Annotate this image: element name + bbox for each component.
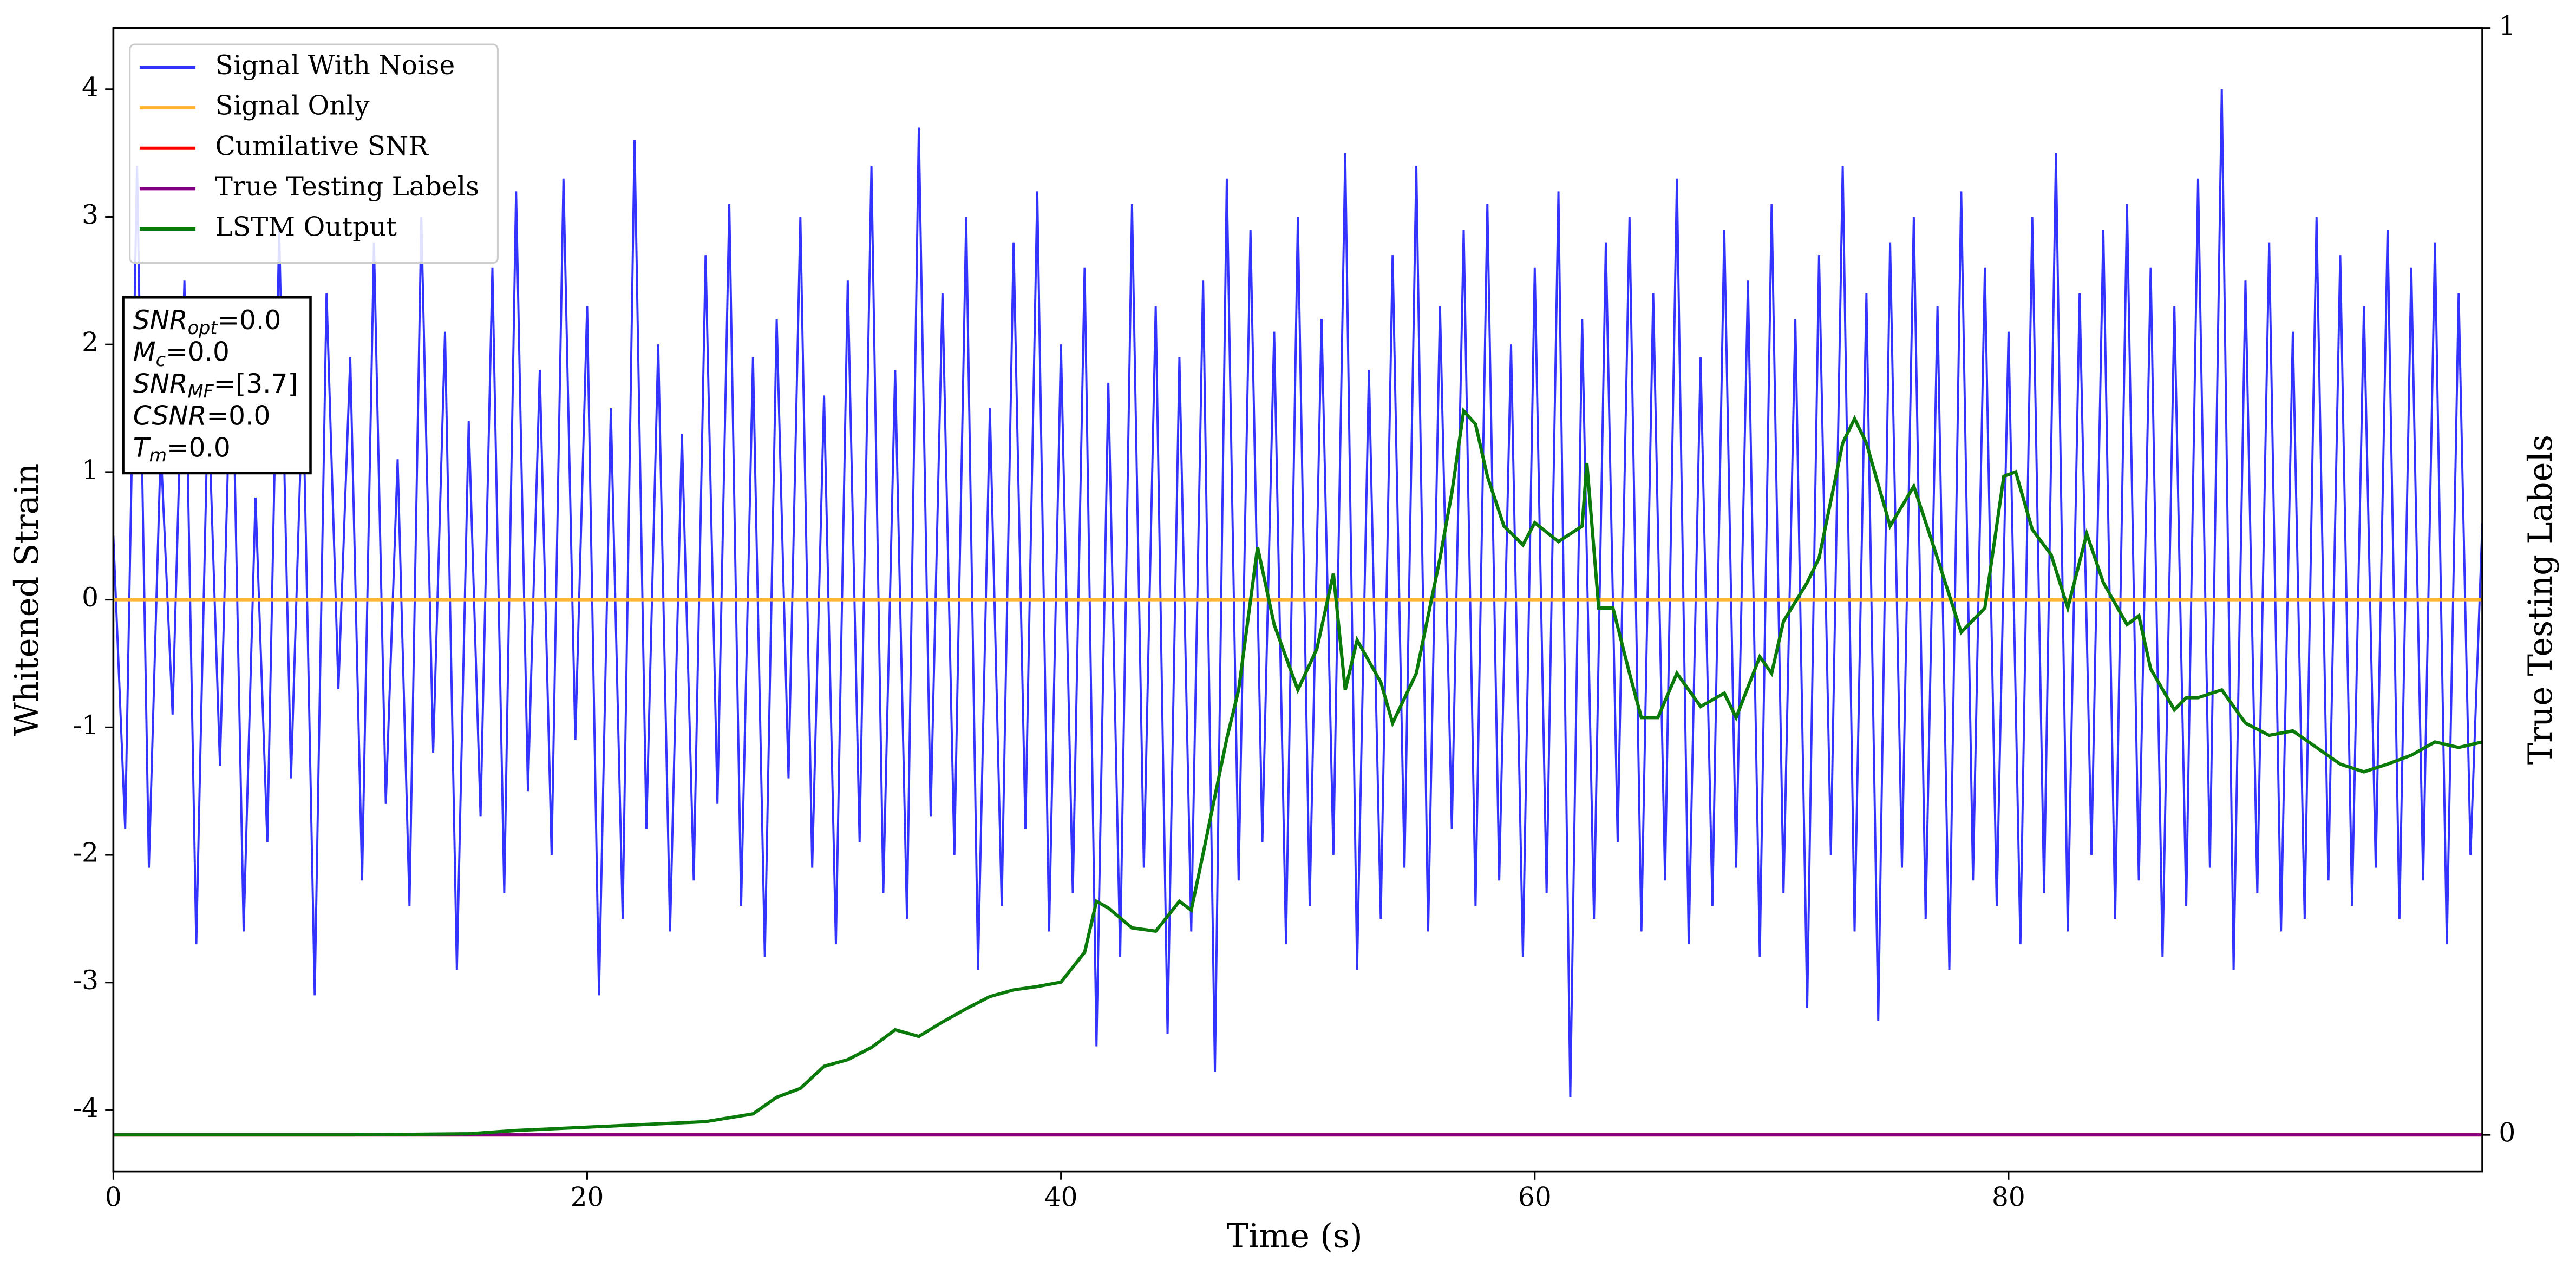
annotation-subscript: opt <box>188 317 219 338</box>
legend-label: LSTM Output <box>215 212 397 243</box>
y-axis-label: Whitened Strain <box>8 463 46 736</box>
x-tick-label: 60 <box>1518 1182 1552 1213</box>
y-tick-label: 4 <box>82 72 99 102</box>
annotation-variable: CSNR <box>133 401 207 431</box>
legend-box <box>129 43 499 264</box>
annotation-line: CSNR=0.0 <box>133 401 271 431</box>
annotation-value: =0.0 <box>217 305 281 336</box>
y2-tick-label: 1 <box>2499 11 2515 41</box>
y-tick-label: -3 <box>73 965 99 996</box>
y2-tick-label: 0 <box>2499 1118 2515 1148</box>
y-tick-label: 2 <box>82 328 99 358</box>
x-tick-label: 0 <box>105 1182 122 1213</box>
y-tick-label: 0 <box>82 583 99 613</box>
legend-label: Cumilative SNR <box>215 131 429 161</box>
annotation-line: Tm=0.0 <box>133 433 231 466</box>
annotation-variable: M <box>133 337 156 368</box>
y-tick-label: -4 <box>73 1093 99 1123</box>
annotation-subscript: MF <box>188 381 214 402</box>
y-tick-label: 3 <box>82 200 99 230</box>
y-tick-label: -1 <box>73 710 99 741</box>
annotation-variable: SNR <box>133 369 188 400</box>
y-tick-label: -2 <box>73 838 99 868</box>
x-axis-label: Time (s) <box>1227 1218 1363 1256</box>
annotation-variable: SNR <box>133 305 188 336</box>
annotation-line: SNRopt=0.0 <box>133 305 281 338</box>
x-tick-label: 40 <box>1044 1182 1078 1213</box>
x-tick-label: 80 <box>1992 1182 2025 1213</box>
x-tick-label: 20 <box>571 1182 604 1213</box>
annotation-subscript: m <box>149 445 167 466</box>
annotation-line: SNRMF=[3.7] <box>133 369 298 402</box>
annotation-value: =0.0 <box>167 433 231 463</box>
series-line <box>113 407 2483 1137</box>
legend-label: True Testing Labels <box>215 172 480 202</box>
annotation-value: =0.0 <box>166 337 230 368</box>
y-tick-label: 1 <box>82 455 99 485</box>
series-line <box>113 89 2483 1097</box>
annotation-value: =0.0 <box>206 401 270 431</box>
annotation-subscript: c <box>156 349 166 370</box>
legend-label: Signal Only <box>215 91 370 121</box>
legend-label: Signal With Noise <box>215 50 455 81</box>
annotation-box <box>122 296 312 475</box>
annotation-value: =[3.7] <box>214 369 298 400</box>
annotation-line: Mc=0.0 <box>133 337 230 370</box>
annotation-variable: T <box>133 433 151 463</box>
y2-axis-label: True Testing Labels <box>2522 435 2560 765</box>
plot-frame <box>112 27 2483 1173</box>
